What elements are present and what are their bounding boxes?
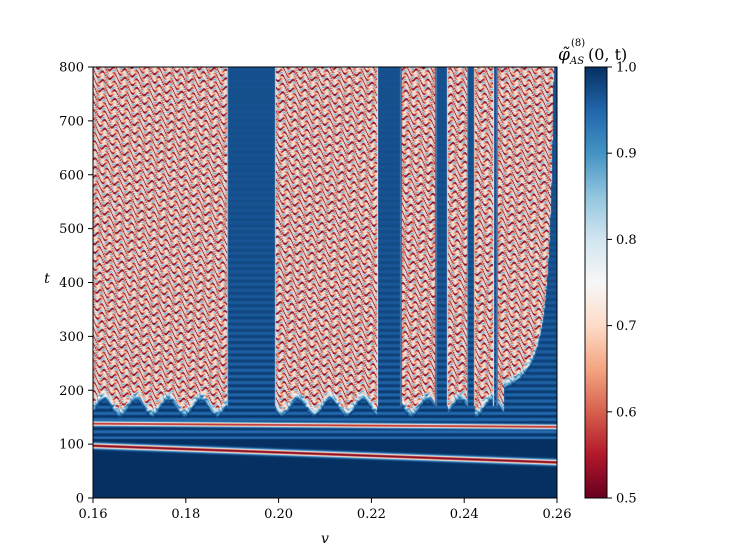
colorbar-tick-label: 0.9 <box>616 147 637 162</box>
x-axis-label: v <box>321 531 329 547</box>
y-axis-label: t <box>44 271 50 287</box>
x-tick-label: 0.22 <box>357 507 386 522</box>
y-tick-label: 500 <box>59 222 84 237</box>
colorbar-frame <box>584 66 608 499</box>
colorbar-tick-label: 0.8 <box>616 233 637 248</box>
colorbar-tick-label: 1.0 <box>616 61 637 76</box>
x-tick-label: 0.20 <box>264 507 293 522</box>
x-axis: 0.16 0.18 0.20 0.22 0.24 0.26 <box>79 498 572 522</box>
x-tick-label: 0.16 <box>79 507 108 522</box>
colorbar-tick-label: 0.7 <box>616 319 637 334</box>
colorbar-title-args: (0, t) <box>588 45 627 64</box>
colorbar-tick-label: 0.5 <box>616 492 637 507</box>
y-tick-label: 0 <box>76 492 84 507</box>
x-tick-label: 0.24 <box>450 507 479 522</box>
y-tick-label: 600 <box>59 168 84 183</box>
y-tick-label: 200 <box>59 384 84 399</box>
y-tick-label: 700 <box>59 114 84 129</box>
heatmap-image-wrapper <box>93 67 557 498</box>
y-tick-label: 100 <box>59 438 84 453</box>
colorbar-tick-label: 0.6 <box>616 405 637 420</box>
x-tick-label: 0.18 <box>171 507 200 522</box>
colorbar-title-superscript: (8) <box>571 38 585 49</box>
y-tick-label: 300 <box>59 330 84 345</box>
colorbar-title-subscript: AS <box>569 56 584 67</box>
colorbar-title-symbol: φ̃ <box>558 45 570 65</box>
colorbar <box>585 67 607 498</box>
colorbar-title: φ̃ (8) AS (0, t) <box>558 38 627 67</box>
colorbar-axis: 0.5 0.6 0.7 0.8 0.9 1.0 <box>607 61 637 507</box>
y-axis: 0 100 200 300 400 500 600 700 800 <box>59 61 93 507</box>
x-tick-label: 0.26 <box>543 507 572 522</box>
heatmap-image <box>93 67 557 498</box>
y-tick-label: 400 <box>59 276 84 291</box>
y-tick-label: 800 <box>59 61 84 76</box>
